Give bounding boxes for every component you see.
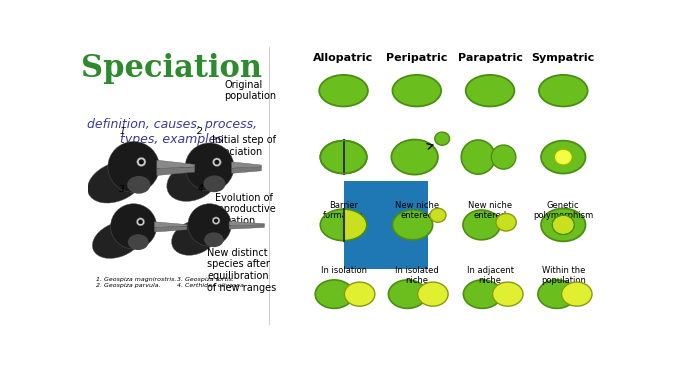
Ellipse shape: [319, 75, 368, 106]
Ellipse shape: [92, 221, 143, 258]
Ellipse shape: [463, 280, 501, 308]
Ellipse shape: [496, 214, 517, 231]
Ellipse shape: [491, 145, 516, 169]
Polygon shape: [155, 222, 187, 228]
Ellipse shape: [321, 141, 367, 174]
Text: In adjacent
niche: In adjacent niche: [466, 266, 514, 285]
Ellipse shape: [214, 218, 218, 223]
Ellipse shape: [430, 208, 446, 222]
Ellipse shape: [188, 204, 231, 246]
Polygon shape: [157, 160, 195, 169]
Ellipse shape: [493, 282, 523, 306]
Ellipse shape: [391, 139, 438, 175]
Ellipse shape: [212, 217, 220, 225]
Ellipse shape: [541, 141, 585, 174]
Text: Barrier
formation: Barrier formation: [323, 201, 364, 220]
Text: 3. Geospiza fortis.
4. Certhidea olivasea.: 3. Geospiza fortis. 4. Certhidea olivase…: [177, 277, 246, 288]
Text: 1. Geospiza magnirostris.
2. Geospiza parvula.: 1. Geospiza magnirostris. 2. Geospiza pa…: [96, 277, 176, 288]
Polygon shape: [157, 167, 195, 175]
Polygon shape: [229, 222, 265, 226]
Text: In isolation: In isolation: [321, 266, 367, 275]
Ellipse shape: [204, 175, 225, 192]
Text: 1: 1: [120, 127, 125, 137]
Polygon shape: [155, 226, 187, 232]
Ellipse shape: [344, 282, 375, 306]
Ellipse shape: [127, 176, 150, 194]
Polygon shape: [232, 167, 261, 173]
Bar: [344, 181, 428, 269]
Ellipse shape: [552, 215, 574, 235]
Text: Peripatric: Peripatric: [386, 52, 447, 62]
Ellipse shape: [321, 209, 367, 241]
Text: Allopatric: Allopatric: [314, 52, 374, 62]
Ellipse shape: [538, 280, 576, 308]
Text: Speciation: Speciation: [81, 52, 262, 84]
Ellipse shape: [136, 218, 145, 226]
Text: Sympatric: Sympatric: [531, 52, 595, 62]
Text: New niche
entered: New niche entered: [468, 201, 512, 220]
Text: In isolated
niche: In isolated niche: [395, 266, 439, 285]
Text: Evolution of
reproductive
isolation: Evolution of reproductive isolation: [214, 193, 276, 226]
Text: Genetic
polymorphism: Genetic polymorphism: [533, 201, 594, 220]
Text: Parapatric: Parapatric: [458, 52, 522, 62]
Ellipse shape: [185, 143, 234, 191]
Ellipse shape: [393, 210, 433, 240]
Text: Initial step of
speciation: Initial step of speciation: [212, 135, 276, 157]
Ellipse shape: [111, 204, 157, 249]
Ellipse shape: [539, 75, 587, 106]
Ellipse shape: [554, 149, 572, 165]
Ellipse shape: [108, 142, 160, 192]
Ellipse shape: [136, 157, 146, 167]
Ellipse shape: [466, 75, 514, 106]
Polygon shape: [232, 162, 261, 168]
Ellipse shape: [138, 219, 143, 224]
Ellipse shape: [315, 280, 354, 308]
Ellipse shape: [418, 282, 448, 306]
Ellipse shape: [389, 280, 426, 308]
Text: Original
population: Original population: [224, 80, 276, 101]
Ellipse shape: [204, 232, 224, 247]
Ellipse shape: [128, 234, 148, 250]
Ellipse shape: [213, 158, 221, 167]
Ellipse shape: [393, 75, 441, 106]
Ellipse shape: [167, 161, 218, 201]
Text: 3: 3: [119, 185, 125, 195]
Ellipse shape: [435, 132, 449, 145]
Text: New distinct
species after
equilibration
of new ranges: New distinct species after equilibration…: [207, 248, 276, 292]
Ellipse shape: [461, 140, 495, 174]
Ellipse shape: [214, 160, 219, 164]
Ellipse shape: [463, 210, 500, 240]
Text: New niche
entered: New niche entered: [395, 201, 439, 220]
Ellipse shape: [139, 159, 144, 164]
Ellipse shape: [88, 161, 144, 203]
Ellipse shape: [541, 208, 585, 241]
Ellipse shape: [561, 282, 592, 306]
Ellipse shape: [172, 220, 217, 255]
Text: 4: 4: [197, 184, 203, 193]
Ellipse shape: [321, 209, 367, 241]
Text: Within the
population: Within the population: [541, 266, 586, 285]
Text: 2: 2: [197, 127, 203, 137]
Text: definition, causes, process,
types, examples: definition, causes, process, types, exam…: [87, 117, 257, 145]
Polygon shape: [229, 225, 265, 229]
